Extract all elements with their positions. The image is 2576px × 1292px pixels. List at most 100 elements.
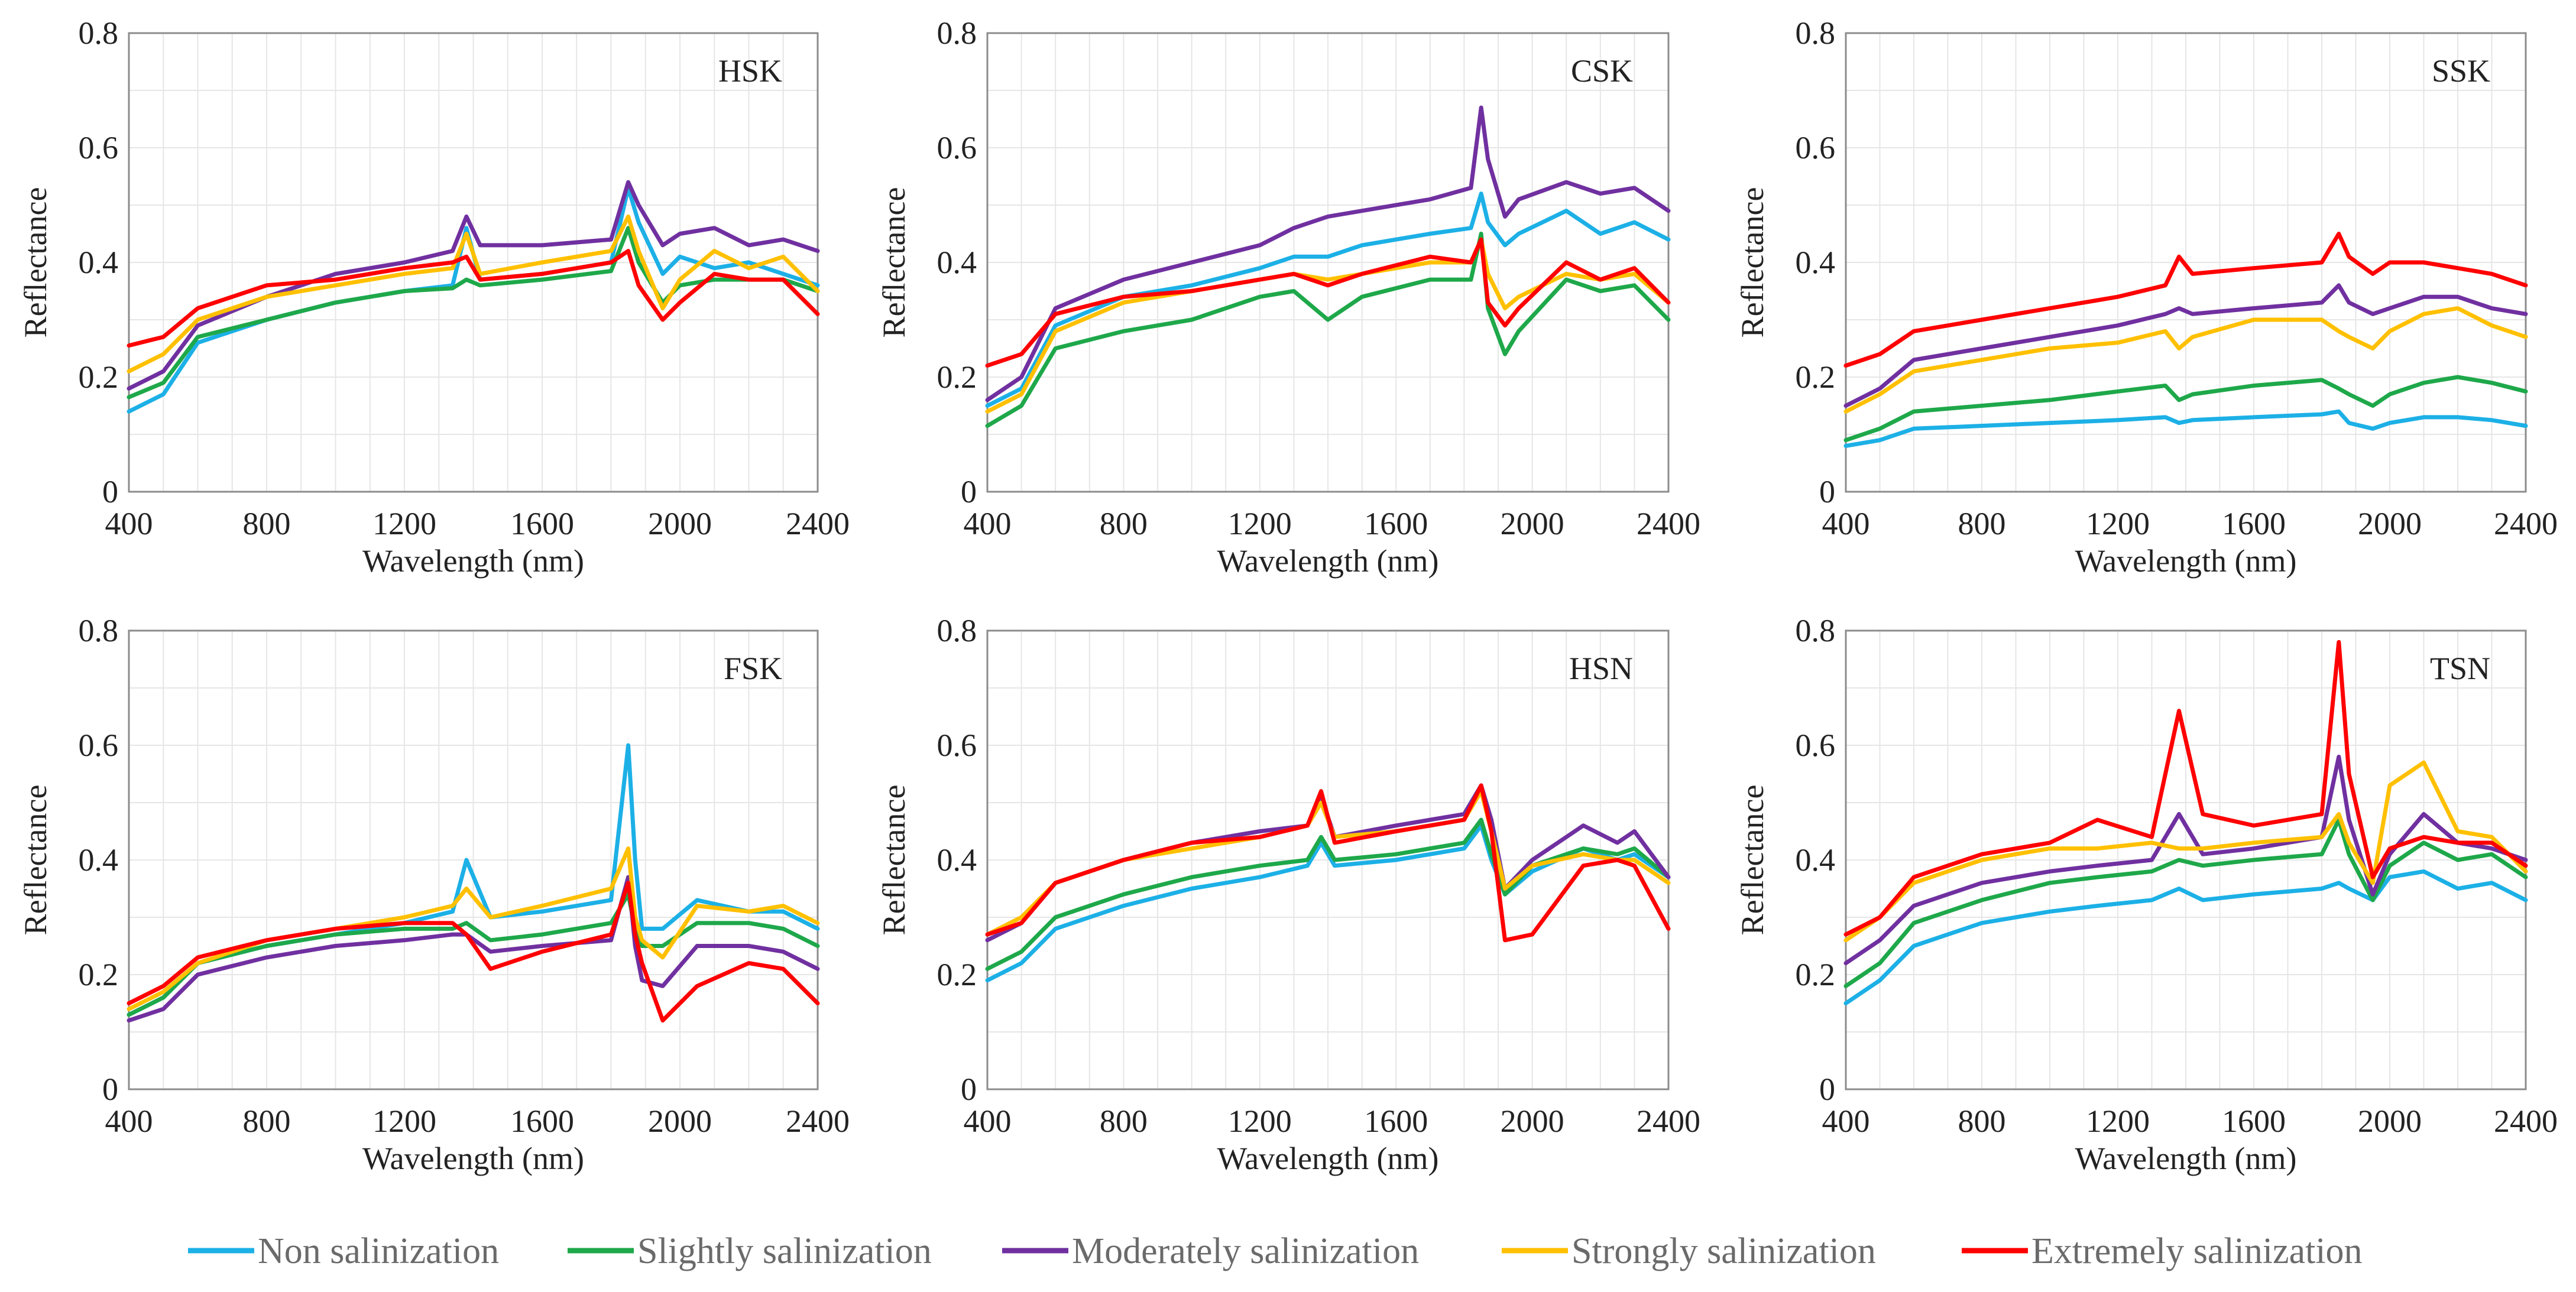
panel-label: SSK [2432,53,2490,89]
legend-item-extreme: Extremely salinization [1962,1231,2363,1271]
y-tick-label: 0 [102,1072,118,1107]
x-tick-label: 1200 [1228,506,1292,541]
x-tick-label: 1200 [2086,1103,2150,1139]
y-tick-label: 0.6 [937,728,977,763]
y-axis-title: Reflectance [876,187,912,338]
series-line-slight [127,226,820,400]
x-tick-label: 400 [105,506,153,541]
legend-label: Non salinization [258,1231,499,1271]
x-tick-label: 800 [243,506,291,541]
x-tick-label: 1600 [2222,1103,2286,1139]
plot-frame [128,32,819,493]
series-line-extreme [985,237,1671,368]
panel-label: CSK [1571,53,1633,89]
x-tick-label: 1200 [2086,506,2150,541]
x-axis-title: Wavelength (nm) [1217,1141,1438,1176]
chart-panel-ssk: 0 0.2 0.4 0.6 0.8 400 800 1200 1600 2000 2400 Wavel… [1735,15,2558,579]
series-line-strong [1843,760,2528,943]
legend-item-strong: Strongly salinization [1502,1231,1876,1271]
y-tick-label: 0.8 [937,15,977,51]
y-tick-label: 0.4 [937,842,977,878]
series-line-moderate [127,875,820,1023]
series-line-extreme [1843,639,2528,937]
plot-frame [986,32,1670,493]
y-tick-label: 0.6 [937,130,977,165]
x-axis-title: Wavelength (nm) [2075,543,2296,579]
y-tick-label: 0.2 [937,359,977,395]
chart-panel-hsk: 0 0.2 0.4 0.6 0.8 400 800 1200 1600 2000 2400 Wavel… [18,15,850,579]
legend-item-non: Non salinization [188,1231,499,1271]
y-axis-title: Reflectance [18,187,53,338]
x-tick-label: 2400 [786,506,850,541]
x-tick-label: 2400 [2494,1103,2558,1139]
series-line-non [1843,409,2528,448]
series-line-slight [1843,375,2528,443]
y-tick-label: 0.4 [79,245,119,280]
y-tick-label: 0.2 [79,957,119,992]
x-tick-label: 1200 [1228,1103,1292,1139]
chart-panel-tsn: 0 0.2 0.4 0.6 0.8 400 800 1200 1600 2000 2400 Wavel… [1735,613,2558,1176]
x-tick-label: 2400 [1637,506,1700,541]
x-tick-label: 1600 [1364,506,1428,541]
x-tick-label: 800 [1100,506,1148,541]
y-tick-label: 0.4 [1796,245,1836,280]
y-axis-title: Reflectance [18,785,53,936]
x-tick-label: 2000 [1501,506,1564,541]
series-line-slight [127,892,820,1017]
y-tick-label: 0.2 [79,359,119,395]
x-tick-label: 400 [1822,506,1870,541]
x-tick-label: 1200 [372,506,436,541]
x-tick-label: 800 [243,1103,291,1139]
x-axis-title: Wavelength (nm) [1217,543,1438,579]
y-tick-label: 0.8 [79,613,119,648]
legend: Non salinization Slightly salinization Mod… [188,1231,2363,1271]
x-tick-label: 1600 [510,506,574,541]
panel-label: HSN [1569,651,1633,686]
x-axis-title: Wavelength (nm) [2075,1141,2296,1176]
chart-panel-csk: 0 0.2 0.4 0.6 0.8 400 800 1200 1600 2000 2400 Wavel… [876,15,1700,579]
x-tick-label: 1600 [2222,506,2286,541]
legend-item-moderate: Moderately salinization [1002,1231,1419,1271]
y-tick-label: 0 [961,1072,977,1107]
x-tick-label: 400 [105,1103,153,1139]
series-line-moderate [985,105,1671,402]
y-tick-label: 0.2 [1796,359,1836,395]
series-line-moderate [1843,754,2528,966]
legend-label: Extremely salinization [2031,1231,2363,1271]
series-line-slight [985,817,1671,971]
x-tick-label: 1200 [372,1103,436,1139]
x-tick-label: 2000 [2358,1103,2422,1139]
x-tick-label: 2400 [786,1103,850,1139]
legend-item-slight: Slightly salinization [568,1231,932,1271]
x-tick-label: 2400 [2494,506,2558,541]
y-tick-label: 0.6 [79,130,119,165]
legend-label: Moderately salinization [1072,1231,1419,1271]
plot-frame [986,629,1670,1090]
x-tick-label: 2000 [2358,506,2422,541]
y-axis-title: Reflectance [876,785,912,936]
y-tick-label: 0 [1819,1072,1835,1107]
x-tick-label: 1600 [1364,1103,1428,1139]
x-tick-label: 2000 [648,1103,712,1139]
series-line-slight [1843,817,2528,988]
series-line-slight [985,232,1671,428]
series-line-strong [1843,306,2528,414]
x-tick-label: 800 [1100,1103,1148,1139]
x-tick-label: 400 [964,1103,1012,1139]
y-tick-label: 0.8 [1796,15,1836,51]
chart-panel-hsn: 0 0.2 0.4 0.6 0.8 400 800 1200 1600 2000 2400 Wavel… [876,613,1700,1176]
y-tick-label: 0.4 [1796,842,1836,878]
y-tick-label: 0 [102,474,118,509]
panel-label: TSN [2430,651,2490,686]
y-tick-label: 0.8 [79,15,119,51]
legend-label: Slightly salinization [637,1231,932,1271]
y-tick-label: 0.8 [937,613,977,648]
x-tick-label: 400 [1822,1103,1870,1139]
legend-label: Strongly salinization [1571,1231,1876,1271]
panel-label: HSK [718,53,782,89]
x-axis-title: Wavelength (nm) [362,543,584,579]
plot-frame [128,629,819,1090]
series-line-non [1843,869,2528,1005]
x-tick-label: 800 [1958,506,2006,541]
